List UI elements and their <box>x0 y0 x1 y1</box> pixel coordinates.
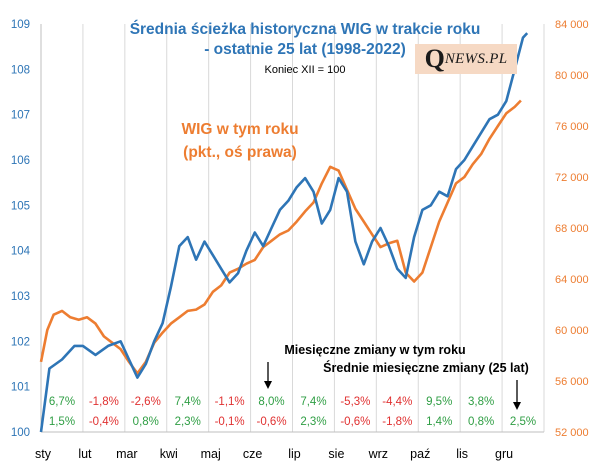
monthly-change-average: 1,5% <box>49 416 75 428</box>
left-tick-label: 104 <box>11 246 31 258</box>
chart-title-line2: - ostatnie 25 lat (1998-2022) <box>204 41 406 58</box>
monthly-change-current: -5,3% <box>340 396 370 408</box>
chart-title: Średnia ścieżka historyczna WIG w trakci… <box>130 20 481 38</box>
right-tick-label: 84 000 <box>555 19 589 31</box>
month-tick-label: wrz <box>368 447 388 461</box>
right-tick-label: 64 000 <box>555 274 589 286</box>
monthly-change-average: -0,1% <box>215 416 245 428</box>
right-tick-label: 68 000 <box>555 223 589 235</box>
orange-series-axis-note: (pkt., oś prawa) <box>183 144 297 161</box>
month-tick-label: gru <box>495 447 513 461</box>
monthly-change-average: 0,8% <box>133 416 159 428</box>
left-tick-label: 101 <box>11 382 30 394</box>
average-changes-label: Średnie miesięczne zmiany (25 lat) <box>323 360 529 375</box>
monthly-change-current: 8,0% <box>258 396 284 408</box>
monthly-change-current: -2,6% <box>131 396 161 408</box>
monthly-change-current: -4,4% <box>382 396 412 408</box>
left-tick-label: 107 <box>11 110 30 122</box>
left-tick-label: 109 <box>11 19 30 31</box>
monthly-change-current: -1,1% <box>215 396 245 408</box>
right-tick-label: 56 000 <box>555 376 589 388</box>
series-line-wig-current <box>39 99 522 375</box>
qnews-logo: Q NEWS.PL <box>415 44 517 74</box>
monthly-change-average: 2,3% <box>175 416 201 428</box>
monthly-change-average: 1,4% <box>426 416 452 428</box>
chart-subtitle: Koniec XII = 100 <box>264 64 345 76</box>
series-line-average-path <box>39 32 529 433</box>
monthly-change-average: -0,6% <box>257 416 287 428</box>
left-tick-label: 103 <box>11 291 30 303</box>
month-tick-label: lis <box>456 447 468 461</box>
orange-series-label: WIG w tym roku <box>181 121 298 138</box>
left-tick-label: 108 <box>11 64 30 76</box>
month-tick-label: cze <box>243 447 263 461</box>
monthly-change-current: 6,7% <box>49 396 75 408</box>
right-tick-label: 60 000 <box>555 325 589 337</box>
right-tick-label: 72 000 <box>555 172 589 184</box>
arrow-current <box>264 362 272 389</box>
arrow-average <box>513 380 521 410</box>
month-tick-label: lip <box>288 447 301 461</box>
monthly-change-current: 7,4% <box>300 396 326 408</box>
left-tick-label: 106 <box>11 155 30 167</box>
month-tick-label: kwi <box>160 447 178 461</box>
monthly-change-average: 0,8% <box>468 416 494 428</box>
monthly-change-current: 7,4% <box>175 396 201 408</box>
monthly-change-average: -0,4% <box>89 416 119 428</box>
monthly-change-average: -0,6% <box>340 416 370 428</box>
month-tick-label: sie <box>328 447 344 461</box>
right-tick-label: 52 000 <box>555 427 589 439</box>
month-tick-label: sty <box>35 447 52 461</box>
monthly-change-average: -1,8% <box>382 416 412 428</box>
month-tick-label: mar <box>116 447 138 461</box>
monthly-change-current: -1,8% <box>89 396 119 408</box>
left-tick-label: 102 <box>11 336 30 348</box>
month-tick-label: paź <box>410 447 430 461</box>
monthly-change-average: 2,5% <box>510 416 536 428</box>
monthly-change-current: 9,5% <box>426 396 452 408</box>
right-tick-label: 76 000 <box>555 121 589 133</box>
month-tick-label: lut <box>78 447 92 461</box>
left-tick-label: 105 <box>11 200 30 212</box>
current-changes-label: Miesięczne zmiany w tym roku <box>284 343 465 357</box>
left-tick-label: 100 <box>11 427 30 439</box>
right-tick-label: 80 000 <box>555 70 589 82</box>
monthly-change-average: 2,3% <box>300 416 326 428</box>
monthly-change-current: 3,8% <box>468 396 494 408</box>
month-tick-label: maj <box>201 447 221 461</box>
